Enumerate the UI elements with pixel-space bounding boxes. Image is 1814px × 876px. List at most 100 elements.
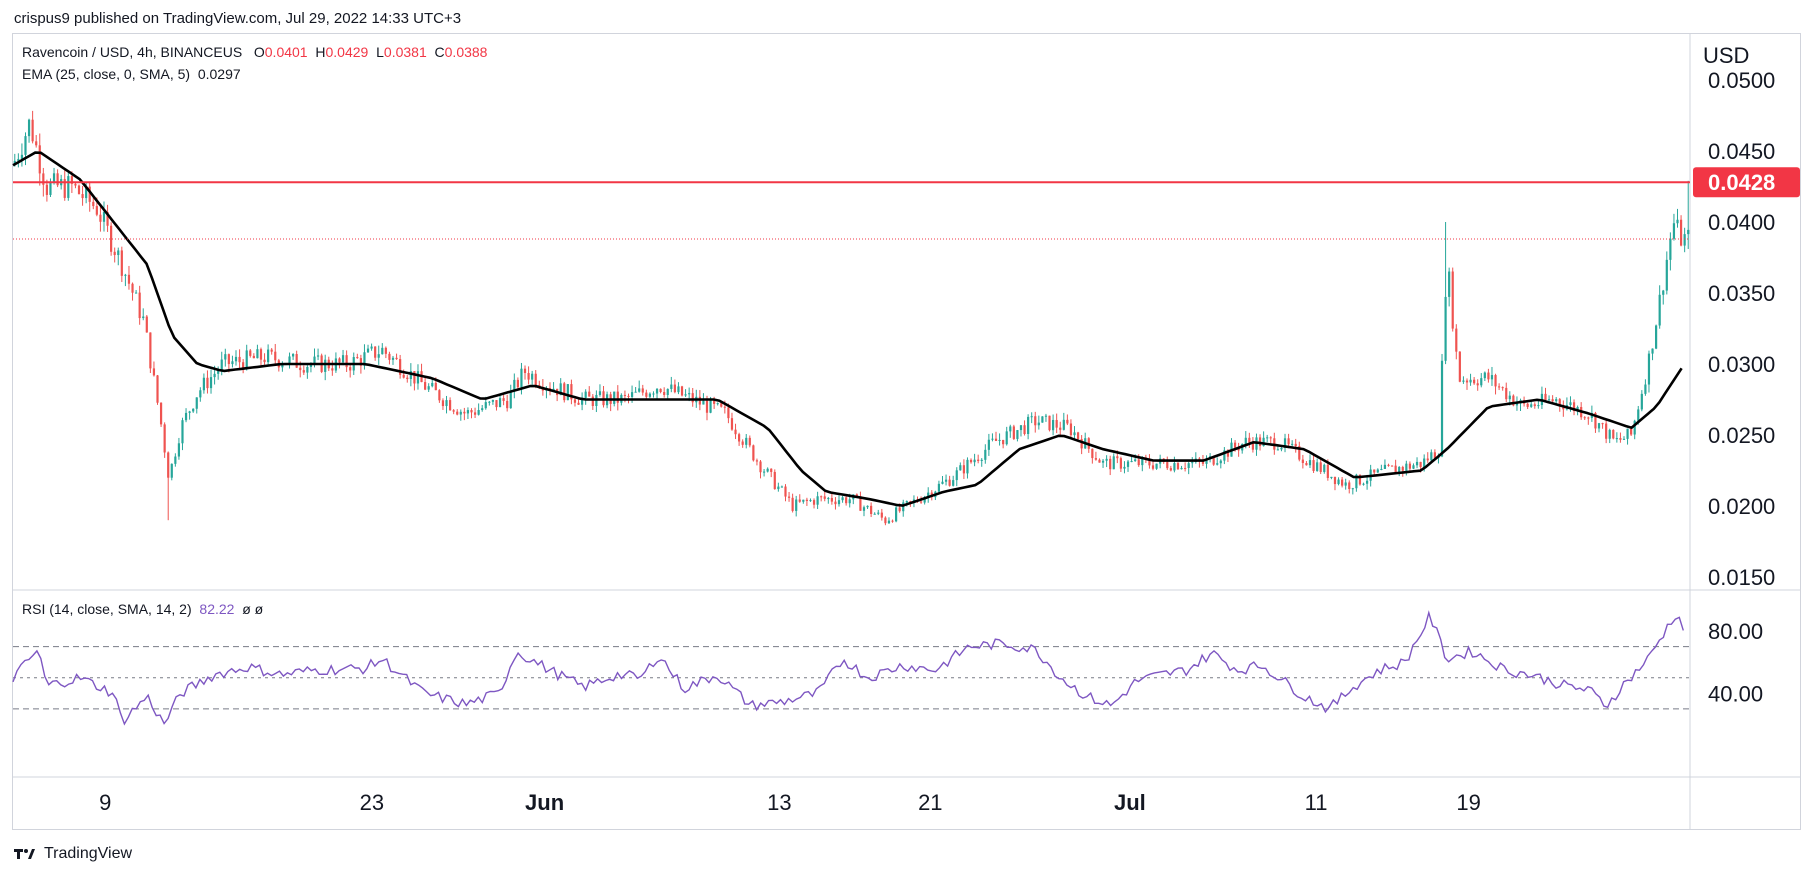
candle-body xyxy=(406,377,409,380)
candle-body xyxy=(1330,476,1333,478)
candle-body xyxy=(1458,351,1461,382)
candle-body xyxy=(1665,259,1668,291)
current-price-badge xyxy=(1693,167,1800,198)
candle-body xyxy=(527,373,530,380)
candle-body xyxy=(288,356,291,364)
candle-body xyxy=(581,397,584,405)
price-tick-label: 0.0300 xyxy=(1708,352,1775,377)
candle-body xyxy=(1365,480,1369,484)
candle-body xyxy=(516,379,519,388)
candle-body xyxy=(1337,479,1340,485)
candle-body xyxy=(762,471,766,473)
candle-body xyxy=(1094,458,1098,460)
high-label: H xyxy=(315,44,326,60)
candle-body xyxy=(1134,459,1137,462)
candle-body xyxy=(1341,479,1344,486)
candle-body xyxy=(35,141,38,146)
rsi-value: 82.22 xyxy=(199,601,235,617)
candle-body xyxy=(213,373,216,378)
candle-body xyxy=(1066,419,1069,424)
candle-body xyxy=(1184,467,1187,469)
candle-body xyxy=(459,411,462,415)
candle-body xyxy=(142,316,145,319)
candle-body xyxy=(1626,428,1629,439)
candle-body xyxy=(1080,439,1083,449)
candle-body xyxy=(987,439,990,450)
candle-body xyxy=(770,468,773,472)
candle-body xyxy=(274,351,277,361)
candle-body xyxy=(231,361,234,365)
rsi-extra: ø ø xyxy=(242,601,264,617)
footer-brand[interactable]: TradingView xyxy=(14,845,132,863)
time-axis: 9 23 Jun 13 21 Jul 11 19 xyxy=(99,790,1481,815)
candle-body xyxy=(837,500,841,505)
open-value: 0.0401 xyxy=(264,44,308,60)
rsi-label: RSI (14, close, SMA, 14, 2) xyxy=(22,601,192,617)
candle-body xyxy=(638,388,641,392)
candle-body xyxy=(488,401,491,403)
candle-body xyxy=(1091,448,1094,459)
candle-body xyxy=(1294,443,1297,447)
candle-body xyxy=(862,507,866,511)
candle-body xyxy=(1587,417,1590,419)
candle-body xyxy=(952,480,955,486)
candle-body xyxy=(716,403,719,405)
candle-body xyxy=(984,449,987,460)
candle-body xyxy=(1451,271,1454,329)
candle-body xyxy=(598,391,602,395)
candle-body xyxy=(1201,461,1205,464)
candle-body xyxy=(88,186,91,202)
price-legend: Ravencoin / USD, 4h, BINANCEUS O0.0401 H… xyxy=(22,44,487,60)
candle-body xyxy=(748,437,751,446)
candle-body xyxy=(331,368,334,371)
candle-body xyxy=(234,356,238,362)
candle-body xyxy=(188,411,191,413)
candle-body xyxy=(17,158,20,161)
candle-body xyxy=(680,386,684,396)
candle-body xyxy=(1637,409,1640,421)
candle-body xyxy=(1676,219,1679,224)
candle-body xyxy=(1658,294,1661,326)
candle-body xyxy=(1012,426,1015,439)
candle-body xyxy=(441,400,445,407)
candle-body xyxy=(1622,438,1626,440)
candle-body xyxy=(870,505,873,514)
candle-body xyxy=(1098,459,1101,463)
candle-body xyxy=(1326,464,1329,478)
candle-body xyxy=(684,394,687,396)
candle-body xyxy=(812,500,816,505)
candle-body xyxy=(627,395,630,397)
candle-body xyxy=(705,400,709,413)
candle-body xyxy=(1298,446,1301,460)
candle-body xyxy=(955,470,958,481)
candle-body xyxy=(495,400,498,408)
candle-body xyxy=(1123,466,1126,469)
candle-body xyxy=(573,399,577,403)
candle-body xyxy=(341,355,345,363)
candle-body xyxy=(124,274,127,276)
candle-body xyxy=(1465,380,1469,383)
candle-body xyxy=(1619,438,1622,440)
candle-body xyxy=(167,452,170,478)
candle-body xyxy=(841,497,844,501)
candle-body xyxy=(1415,461,1419,466)
candle-body xyxy=(249,350,252,356)
candle-body xyxy=(845,497,848,504)
candle-body xyxy=(559,383,562,396)
candle-body xyxy=(905,501,908,503)
candle-body xyxy=(648,393,652,397)
candle-body xyxy=(973,459,976,463)
candle-body xyxy=(1319,462,1322,472)
candle-body xyxy=(1644,384,1647,394)
candle-body xyxy=(1669,238,1672,260)
candle-body xyxy=(256,349,259,359)
candle-body xyxy=(588,391,591,397)
candle-body xyxy=(227,354,230,365)
candle-body xyxy=(1426,458,1429,461)
candle-body xyxy=(830,498,833,502)
candle-body xyxy=(295,354,298,368)
candle-body xyxy=(85,186,88,199)
candle-body xyxy=(217,370,220,374)
candle-body xyxy=(49,181,52,195)
